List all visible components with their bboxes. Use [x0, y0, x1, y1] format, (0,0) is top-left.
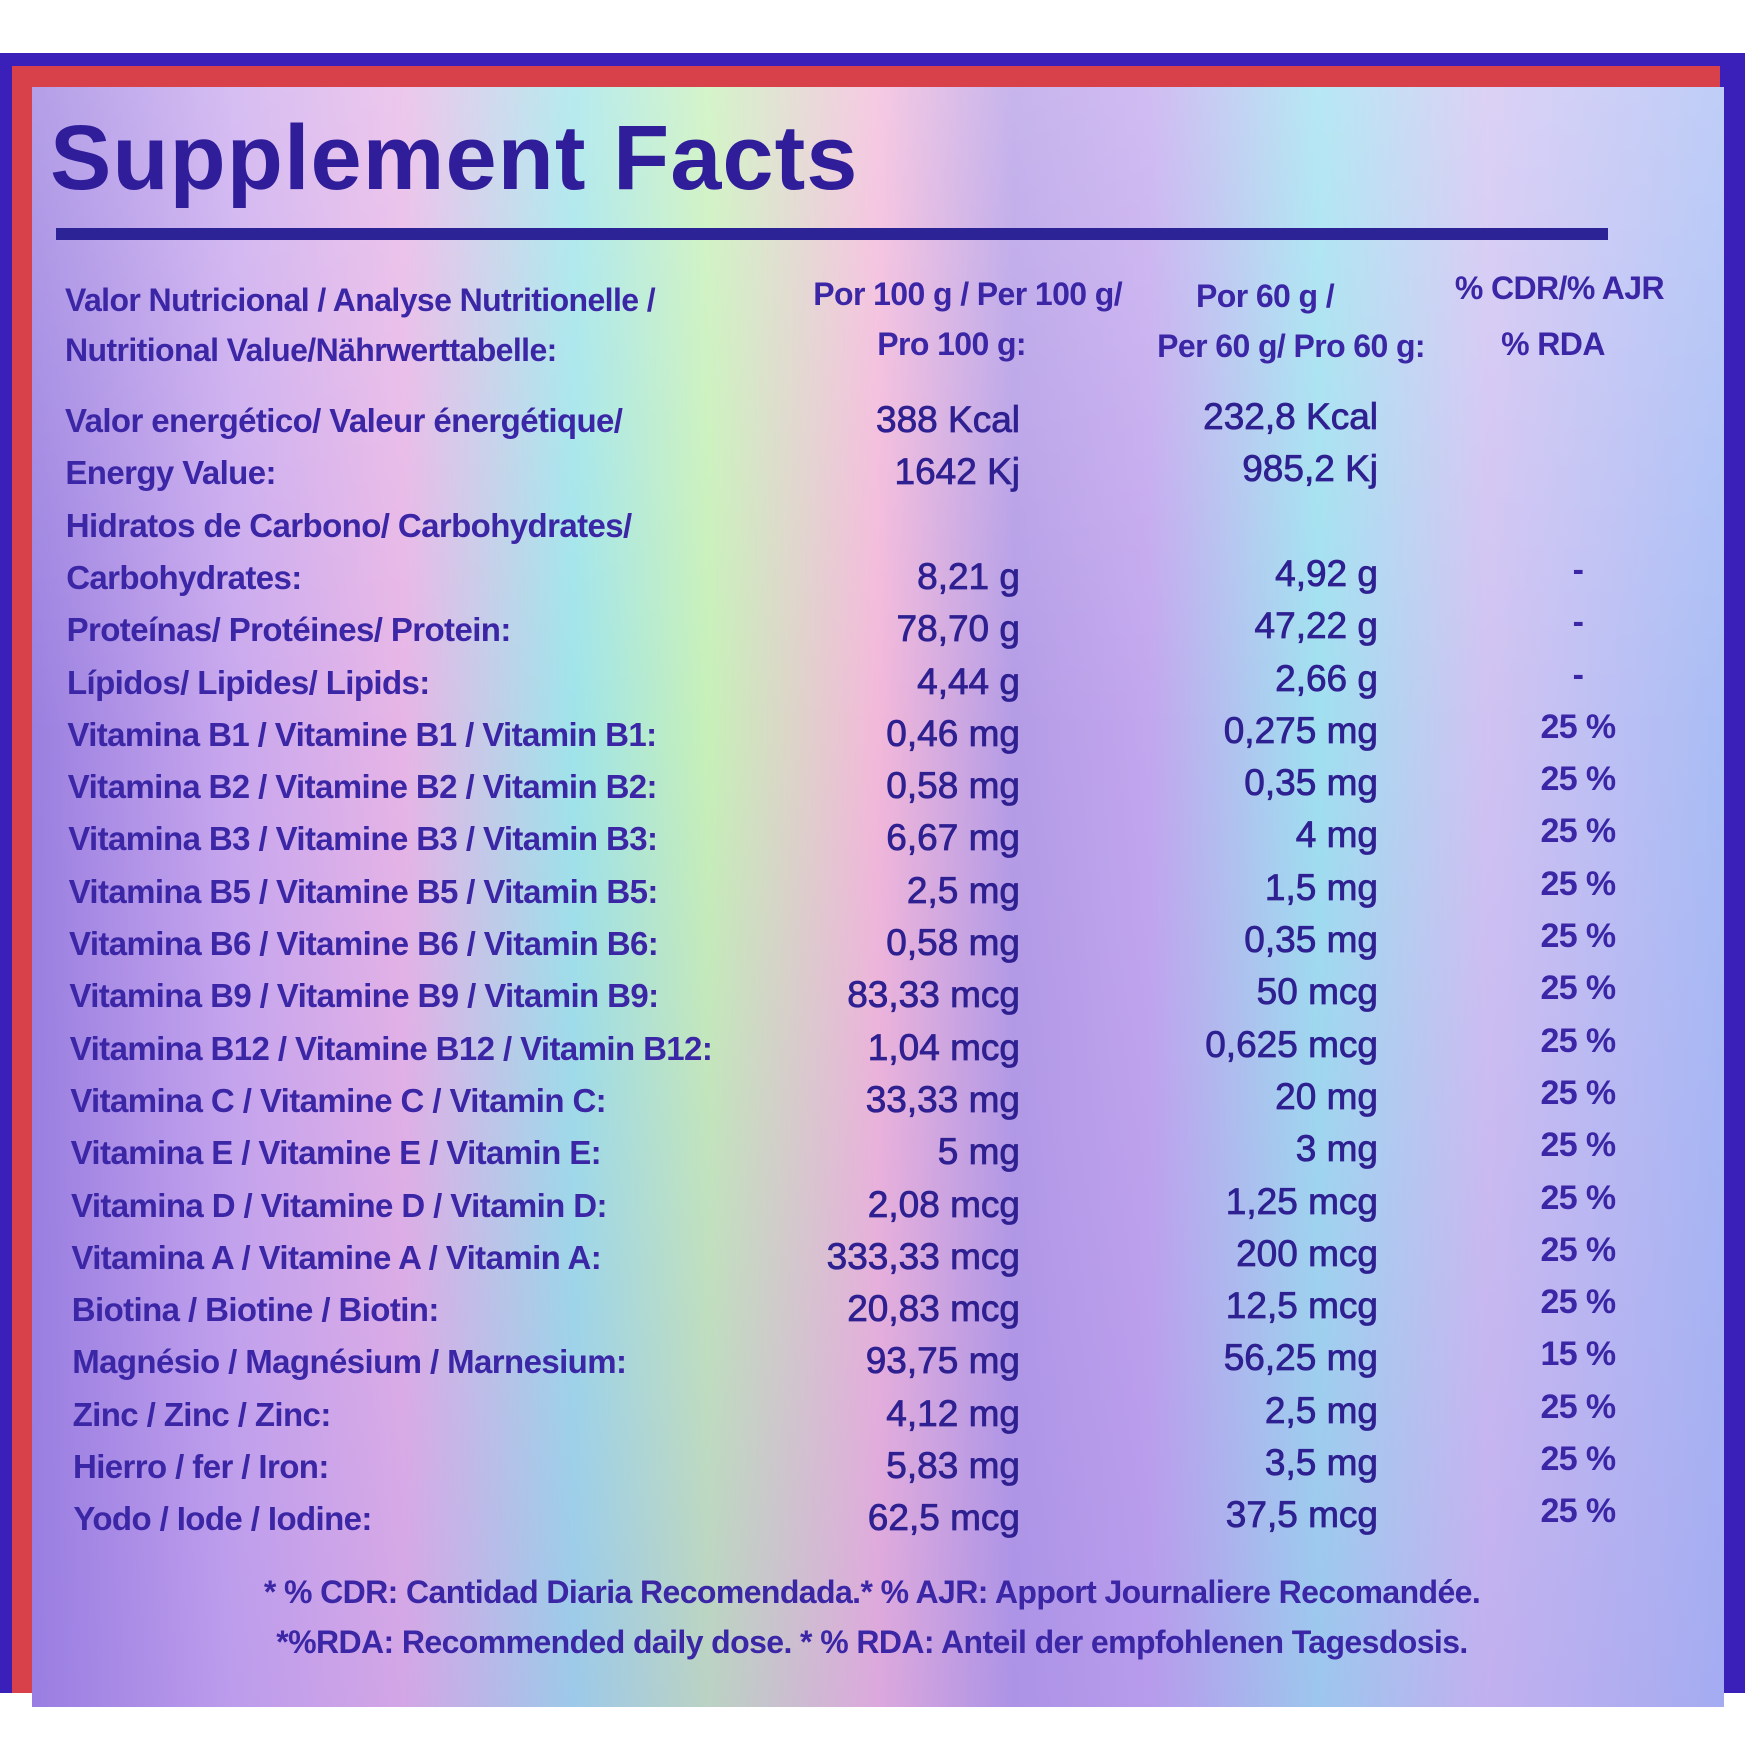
header-rda: % CDR/% AJR — [1454, 270, 1665, 306]
rda: 25 % — [1540, 1126, 1616, 1165]
per-100g: 0,58 mg — [886, 922, 1021, 963]
row-label: Vitamina D / Vitamine D / Vitamin D: — [71, 1186, 607, 1224]
header-per100: Pro 100 g: — [877, 326, 1026, 362]
footnote: *%RDA: Recommended daily dose. * % RDA: … — [276, 1624, 1468, 1660]
rda: 15 % — [1540, 1335, 1616, 1374]
red-border — [12, 66, 1724, 1707]
header-rda: % RDA — [1501, 326, 1605, 362]
per-60g: 20 mg — [1275, 1075, 1379, 1117]
per-100g: 5,83 mg — [886, 1445, 1021, 1486]
per-100g: 2,5 mg — [906, 869, 1020, 911]
rda: 25 % — [1540, 864, 1616, 903]
rda: - — [1572, 603, 1584, 642]
per-60g: 3,5 mg — [1264, 1442, 1378, 1483]
per-100g: 8,21 g — [917, 555, 1021, 597]
rda: 25 % — [1540, 1440, 1616, 1478]
rda: 25 % — [1540, 917, 1616, 955]
title-rule — [56, 228, 1608, 240]
row-label: Vitamina E / Vitamine E / Vitamin E: — [70, 1134, 602, 1172]
per-100g: 5 mg — [937, 1131, 1020, 1173]
per-100g: 4,44 g — [917, 660, 1021, 702]
header-per60: Per 60 g/ Pro 60 g: — [1157, 328, 1425, 364]
per-60g: 37,5 mcg — [1225, 1494, 1378, 1536]
row-label: Vitamina B12 / Vitamine B12 / Vitamin B1… — [69, 1029, 713, 1067]
per-60g: 1,25 mcg — [1225, 1180, 1378, 1222]
per-60g: 4,92 g — [1275, 552, 1379, 594]
row-label: Yodo / Iode / Iodine: — [73, 1500, 372, 1538]
header-label: Valor Nutricional / Analyse Nutritionell… — [65, 282, 656, 318]
per-100g: 78,70 g — [896, 608, 1020, 650]
row-label: Vitamina B1 / Vitamine B1 / Vitamin B1: — [67, 715, 657, 753]
per-60g: 0,35 mg — [1244, 762, 1379, 804]
header-per100: Por 100 g / Per 100 g/ — [813, 276, 1122, 312]
per-100g: 93,75 mg — [865, 1340, 1020, 1382]
per-60g: 4 mg — [1295, 814, 1378, 856]
per-60g: 200 mcg — [1236, 1232, 1379, 1274]
row-label: Carbohydrates: — [66, 558, 302, 596]
per-60g: 1,5 mg — [1264, 866, 1378, 908]
row-label: Magnésio / Magnésium / Marnesium: — [72, 1343, 627, 1381]
per-60g: 0,275 mg — [1223, 709, 1378, 751]
per-100g: 83,33 mcg — [847, 974, 1021, 1016]
holographic-panel — [32, 87, 1724, 1707]
rda: 25 % — [1540, 707, 1616, 746]
row-label: Vitamina B9 / Vitamine B9 / Vitamin B9: — [69, 977, 659, 1015]
per-100g: 2,08 mcg — [867, 1183, 1020, 1225]
per-100g: 0,46 mg — [886, 712, 1021, 754]
per-60g: 12,5 mcg — [1225, 1285, 1378, 1327]
per-100g: 388 Kcal — [876, 399, 1021, 440]
header-label: Nutritional Value/Nährwerttabelle: — [65, 332, 557, 368]
per-60g: 985,2 Kj — [1242, 448, 1379, 490]
rda: 25 % — [1540, 1021, 1616, 1060]
row-label: Vitamina B2 / Vitamine B2 / Vitamin B2: — [67, 768, 658, 806]
per-100g: 1,04 mcg — [867, 1026, 1020, 1068]
per-100g: 4,12 mg — [886, 1392, 1021, 1434]
per-60g: 0,35 mg — [1244, 919, 1379, 960]
row-label: Lípidos/ Lipides/ Lipids: — [67, 663, 430, 701]
rda: 25 % — [1540, 760, 1616, 799]
per-60g: 47,22 g — [1254, 605, 1378, 647]
per-100g: 20,83 mcg — [847, 1288, 1021, 1330]
per-60g: 0,625 mcg — [1205, 1023, 1379, 1065]
row-label: Vitamina B5 / Vitamine B5 / Vitamin B5: — [68, 872, 659, 910]
row-label: Zinc / Zinc / Zinc: — [72, 1395, 332, 1433]
row-label: Vitamina A / Vitamine A / Vitamin A: — [71, 1238, 602, 1276]
per-100g: 62,5 mcg — [867, 1497, 1020, 1539]
row-label: Biotina / Biotine / Biotin: — [71, 1291, 440, 1329]
rda: 25 % — [1540, 1387, 1616, 1426]
rda: - — [1572, 550, 1584, 589]
rda: 25 % — [1540, 1178, 1616, 1217]
row-label: Hidratos de Carbono/ Carbohydrates/ — [65, 506, 632, 544]
title: Supplement Facts — [50, 107, 859, 209]
rda: 25 % — [1540, 969, 1616, 1008]
frame — [0, 53, 1745, 1707]
footnote: * % CDR: Cantidad Diaria Recomendada.* %… — [263, 1574, 1481, 1610]
row-label: Hierro / fer / Iron: — [73, 1448, 329, 1485]
per-60g: 2,5 mg — [1264, 1389, 1378, 1431]
row-label: Vitamina B3 / Vitamine B3 / Vitamin B3: — [68, 820, 658, 858]
row-label: Proteínas/ Protéines/ Protein: — [66, 611, 512, 649]
header-per60: Por 60 g / — [1196, 278, 1335, 314]
per-100g: 6,67 mg — [886, 817, 1021, 859]
row-label: Valor energético/ Valeur énergétique/ — [65, 402, 623, 439]
row-label: Vitamina C / Vitamine C / Vitamin C: — [70, 1081, 607, 1119]
row-label: Vitamina B6 / Vitamine B6 / Vitamin B6: — [69, 925, 659, 962]
per-60g: 56,25 mg — [1223, 1337, 1378, 1379]
per-60g: 232,8 Kcal — [1203, 396, 1379, 437]
per-100g: 33,33 mg — [865, 1078, 1020, 1120]
rda: 25 % — [1540, 812, 1616, 851]
per-60g: 2,66 g — [1275, 657, 1379, 699]
per-100g: 333,33 mcg — [826, 1235, 1020, 1277]
rda: - — [1572, 655, 1584, 694]
rda: 25 % — [1540, 1283, 1616, 1322]
per-100g: 0,58 mg — [886, 765, 1021, 807]
per-60g: 3 mg — [1295, 1128, 1378, 1170]
row-label: Energy Value: — [65, 454, 276, 492]
rda: 25 % — [1540, 1492, 1616, 1531]
rda: 25 % — [1540, 1073, 1616, 1112]
per-100g: 1642 Kj — [894, 451, 1020, 493]
per-60g: 50 mcg — [1256, 971, 1378, 1013]
rda: 25 % — [1540, 1230, 1616, 1269]
